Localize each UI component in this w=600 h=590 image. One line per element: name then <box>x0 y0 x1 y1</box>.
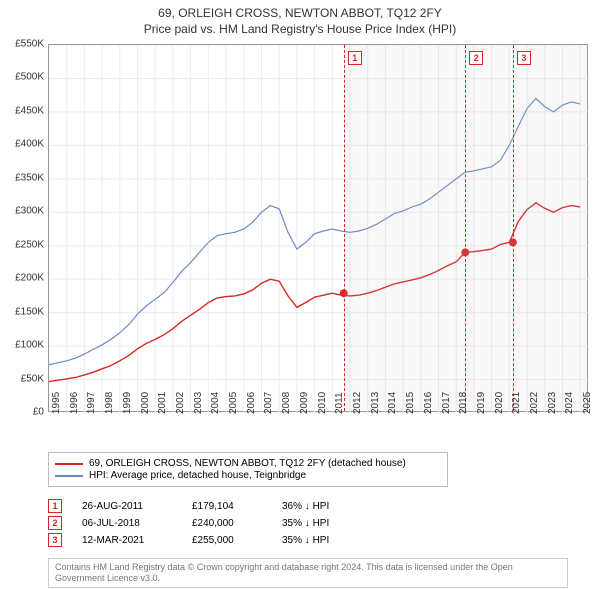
xtick-label: 2012 <box>352 392 363 414</box>
annotation-date: 26-AUG-2011 <box>82 501 172 512</box>
ytick-label: £350K <box>15 172 44 183</box>
annotation-badge: 1 <box>48 499 62 513</box>
ytick-label: £50K <box>21 373 44 384</box>
chart-container: 69, ORLEIGH CROSS, NEWTON ABBOT, TQ12 2F… <box>0 0 600 590</box>
sale-marker-line <box>465 45 466 411</box>
annotation-price: £179,104 <box>192 501 262 512</box>
xtick-label: 2006 <box>246 392 257 414</box>
xtick-label: 2007 <box>263 392 274 414</box>
xtick-label: 2024 <box>564 392 575 414</box>
ytick-label: £200K <box>15 273 44 284</box>
annotation-row: 2 06-JUL-2018 £240,000 35% ↓ HPI <box>48 516 372 530</box>
xtick-label: 2015 <box>405 392 416 414</box>
xtick-label: 2023 <box>547 392 558 414</box>
xtick-label: 2001 <box>157 392 168 414</box>
legend-row: HPI: Average price, detached house, Teig… <box>55 470 441 481</box>
xtick-label: 1995 <box>51 392 62 414</box>
xtick-label: 2016 <box>423 392 434 414</box>
plot-area: 1 2 3 <box>48 44 588 412</box>
xtick-label: 2017 <box>441 392 452 414</box>
ytick-label: £300K <box>15 206 44 217</box>
sale-marker-line <box>344 45 345 411</box>
sale-marker-badge: 3 <box>517 51 531 65</box>
ytick-label: £450K <box>15 105 44 116</box>
annotation-row: 3 12-MAR-2021 £255,000 35% ↓ HPI <box>48 533 372 547</box>
xtick-label: 2021 <box>511 392 522 414</box>
chart-title-1: 69, ORLEIGH CROSS, NEWTON ABBOT, TQ12 2F… <box>0 6 600 20</box>
xtick-label: 2025 <box>582 392 593 414</box>
xtick-label: 2011 <box>334 392 345 414</box>
xtick-label: 1996 <box>69 392 80 414</box>
annotation-badge: 3 <box>48 533 62 547</box>
annotation-pct: 35% ↓ HPI <box>282 518 372 529</box>
xtick-label: 2000 <box>140 392 151 414</box>
xtick-label: 2004 <box>210 392 221 414</box>
xtick-label: 2008 <box>281 392 292 414</box>
xtick-label: 2018 <box>458 392 469 414</box>
ytick-label: £0 <box>33 407 44 418</box>
legend-line-icon <box>55 463 83 465</box>
xtick-label: 2019 <box>476 392 487 414</box>
annotation-badge: 2 <box>48 516 62 530</box>
xtick-label: 2013 <box>370 392 381 414</box>
ytick-label: £100K <box>15 340 44 351</box>
chart-title-2: Price paid vs. HM Land Registry's House … <box>0 22 600 36</box>
shaded-region <box>344 45 589 411</box>
sale-marker-badge: 2 <box>469 51 483 65</box>
xtick-label: 2003 <box>193 392 204 414</box>
ytick-label: £250K <box>15 239 44 250</box>
ytick-label: £400K <box>15 139 44 150</box>
annotation-pct: 35% ↓ HPI <box>282 535 372 546</box>
ytick-label: £500K <box>15 72 44 83</box>
annotation-date: 06-JUL-2018 <box>82 518 172 529</box>
xtick-label: 1999 <box>122 392 133 414</box>
sale-marker-line <box>513 45 514 411</box>
sale-marker-badge: 1 <box>348 51 362 65</box>
annotation-row: 1 26-AUG-2011 £179,104 36% ↓ HPI <box>48 499 372 513</box>
xtick-label: 2009 <box>299 392 310 414</box>
ytick-label: £150K <box>15 306 44 317</box>
legend-row: 69, ORLEIGH CROSS, NEWTON ABBOT, TQ12 2F… <box>55 458 441 469</box>
xtick-label: 2010 <box>317 392 328 414</box>
legend-box: 69, ORLEIGH CROSS, NEWTON ABBOT, TQ12 2F… <box>48 452 448 487</box>
xtick-label: 2005 <box>228 392 239 414</box>
xtick-label: 2022 <box>529 392 540 414</box>
xtick-label: 1998 <box>104 392 115 414</box>
footnote: Contains HM Land Registry data © Crown c… <box>48 558 568 588</box>
legend-line-icon <box>55 475 83 477</box>
xtick-label: 2020 <box>494 392 505 414</box>
legend-label: HPI: Average price, detached house, Teig… <box>89 470 306 481</box>
annotation-table: 1 26-AUG-2011 £179,104 36% ↓ HPI 2 06-JUL-201… <box>48 496 372 550</box>
xtick-label: 1997 <box>86 392 97 414</box>
annotation-price: £240,000 <box>192 518 262 529</box>
annotation-price: £255,000 <box>192 535 262 546</box>
legend-label: 69, ORLEIGH CROSS, NEWTON ABBOT, TQ12 2F… <box>89 458 406 469</box>
xtick-label: 2002 <box>175 392 186 414</box>
annotation-date: 12-MAR-2021 <box>82 535 172 546</box>
annotation-pct: 36% ↓ HPI <box>282 501 372 512</box>
xtick-label: 2014 <box>387 392 398 414</box>
ytick-label: £550K <box>15 39 44 50</box>
